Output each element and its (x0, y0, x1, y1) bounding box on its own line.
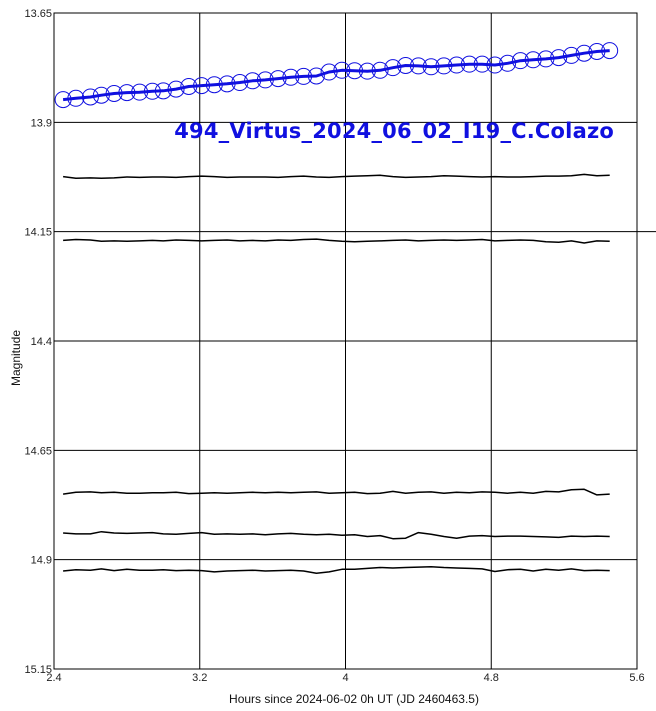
comparison-2-line (63, 238, 610, 244)
target-data-point (231, 74, 249, 92)
y-tick-label: 13.9 (31, 117, 52, 129)
y-axis-label: Magnitude (9, 330, 23, 386)
target-data-point (511, 52, 529, 70)
target-data-point (575, 44, 593, 62)
target-data-point (346, 62, 364, 80)
comparison-4-line (63, 530, 610, 540)
target-data-point (205, 76, 223, 94)
chart-title: 494_Virtus_2024_06_02_I19_C.Colazo (174, 119, 614, 143)
y-tick-label: 13.65 (24, 8, 52, 20)
target-line (62, 49, 610, 102)
target-data-point (131, 83, 149, 101)
target-data-point (333, 61, 351, 79)
x-tick-label: 4.8 (484, 672, 499, 684)
target-data-point (460, 55, 478, 73)
target-data-point (143, 82, 161, 100)
y-tick-label: 14.9 (31, 555, 52, 567)
target-data-point (244, 72, 262, 90)
target-data-point (81, 88, 99, 106)
target-data-point (537, 50, 555, 68)
target-data-point (118, 84, 136, 102)
y-tick-label: 14.15 (24, 227, 52, 239)
target-data-point (550, 49, 568, 67)
target-data-point (180, 77, 198, 95)
target-data-point (499, 54, 517, 72)
target-data-point (384, 59, 402, 77)
target-data-point (193, 77, 211, 95)
target-data-point (588, 42, 606, 60)
target-data-point (282, 68, 300, 86)
target-data-point (92, 86, 110, 104)
y-tick-label: 14.4 (31, 336, 52, 348)
target-data-point (409, 57, 427, 75)
gridlines (54, 13, 656, 669)
target-data-point (167, 80, 185, 98)
target-data-point (486, 56, 504, 74)
target-data-point (601, 42, 619, 60)
x-tick-label: 3.2 (192, 672, 207, 684)
target-data-point (473, 55, 491, 73)
series-layer (54, 42, 619, 574)
x-tick-label: 2.4 (46, 672, 61, 684)
x-tick-label: 4 (342, 672, 348, 684)
target-data-point (154, 82, 172, 100)
target-data-point (524, 51, 542, 69)
target-data-point (435, 57, 453, 75)
target-data-point (448, 56, 466, 74)
comparison-1-line (63, 173, 610, 180)
y-tick-label: 14.65 (24, 445, 52, 457)
x-axis-label: Hours since 2024-06-02 0h UT (JD 2460463… (229, 692, 479, 706)
target-data-point (256, 71, 274, 89)
target-data-point (562, 46, 580, 64)
target-data-point (218, 75, 236, 93)
target-data-point (371, 61, 389, 79)
x-tick-label: 5.6 (629, 672, 644, 684)
target-data-point (422, 58, 440, 76)
target-data-point (269, 70, 287, 88)
comparison-3-line (62, 488, 610, 496)
target-data-point (397, 56, 415, 74)
y-tick-label: 15.15 (24, 664, 52, 676)
target-data-point (54, 91, 72, 109)
target-data-point (105, 84, 123, 102)
comparison-5-line (63, 565, 610, 574)
target-data-point (307, 67, 325, 85)
target-data-point (67, 89, 85, 107)
target-data-point (320, 63, 338, 81)
target-data-point (358, 62, 376, 80)
tick-labels: 2.4 3.2 4 4.8 5.6 13.65 13.9 14.15 14.4 14.65 14.9… (24, 8, 644, 684)
target-data-point (295, 67, 313, 85)
